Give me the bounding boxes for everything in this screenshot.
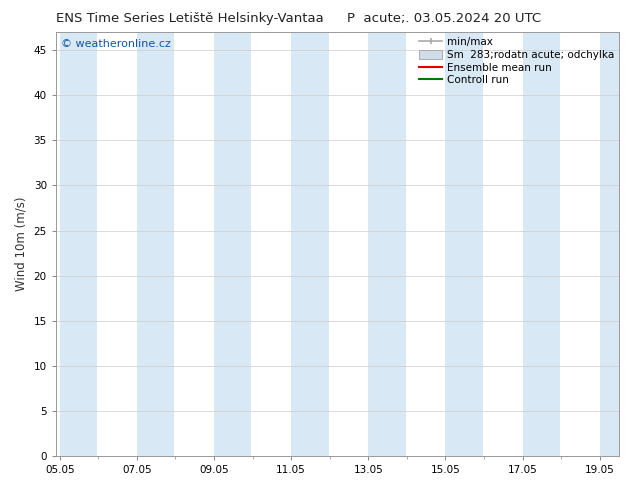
- Bar: [522, 32, 560, 456]
- Bar: [214, 32, 252, 456]
- Bar: [137, 32, 174, 456]
- Y-axis label: Wind 10m (m/s): Wind 10m (m/s): [15, 197, 28, 292]
- Bar: [291, 32, 328, 456]
- Text: © weatheronline.cz: © weatheronline.cz: [61, 39, 171, 49]
- Text: ENS Time Series Letiště Helsinky-Vantaa: ENS Time Series Letiště Helsinky-Vantaa: [56, 12, 324, 25]
- Bar: [368, 32, 406, 456]
- Text: P  acute;. 03.05.2024 20 UTC: P acute;. 03.05.2024 20 UTC: [347, 12, 541, 25]
- Bar: [446, 32, 483, 456]
- Legend: min/max, Sm  283;rodatn acute; odchylka, Ensemble mean run, Controll run: min/max, Sm 283;rodatn acute; odchylka, …: [417, 34, 617, 88]
- Bar: [60, 32, 97, 456]
- Bar: [600, 32, 619, 456]
